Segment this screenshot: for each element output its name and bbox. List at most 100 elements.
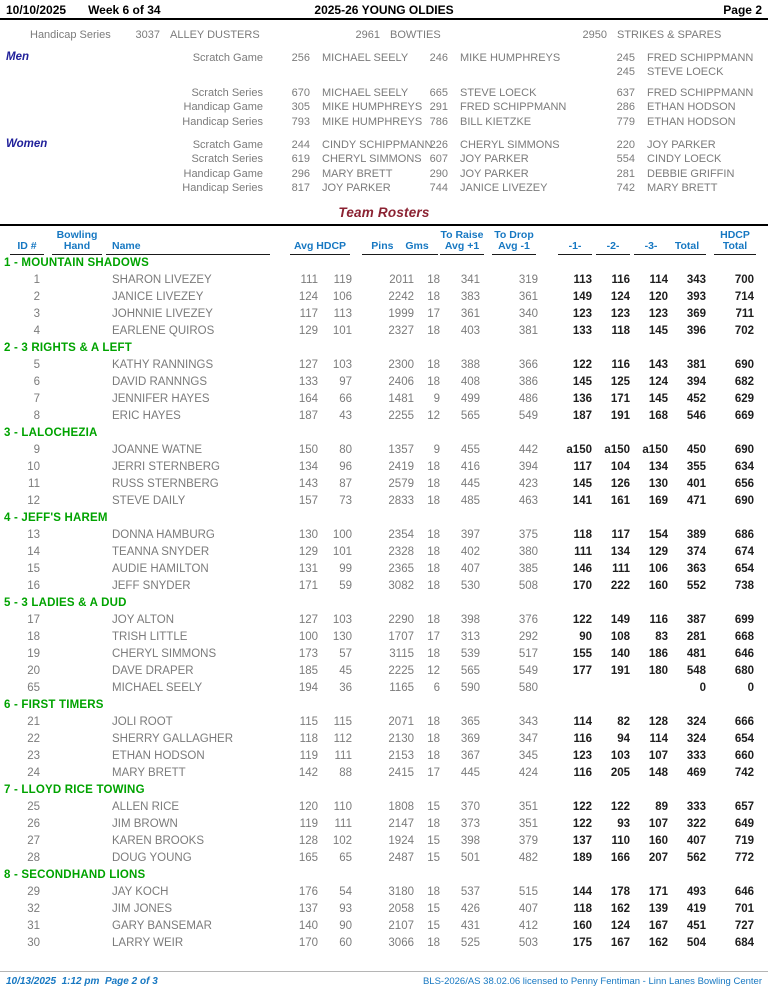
- player-game3: 114: [649, 732, 668, 745]
- player-pins: 2487: [388, 851, 414, 864]
- player-to-raise: 408: [460, 375, 480, 388]
- player-series-total: 393: [686, 290, 706, 303]
- player-games: 18: [427, 460, 440, 473]
- player-to-drop: 423: [518, 477, 538, 490]
- best-rows: Scratch Game 244 CINDY SCHIPPMANN 226 CH…: [0, 138, 768, 196]
- player-hdcp-total: 690: [734, 443, 754, 456]
- player-id: 16: [27, 579, 40, 592]
- player-name: GARY BANSEMAR: [112, 919, 212, 932]
- player-hdcp: 36: [339, 681, 352, 694]
- player-avg: 127: [298, 358, 318, 371]
- player-avg: 194: [298, 681, 318, 694]
- player-game1: 189: [572, 851, 592, 864]
- player-game2: 205: [610, 766, 630, 779]
- player-bowling-hand: [48, 527, 106, 544]
- player-id: 27: [27, 834, 40, 847]
- player-game3: 162: [648, 936, 668, 949]
- week-label: Week 6 of 34: [88, 3, 161, 17]
- player-to-drop: 340: [518, 307, 538, 320]
- player-row: 65 MICHAEL SEELY 194 36 1165 6 590 580 0…: [0, 680, 768, 697]
- best-bowler: JOY PARKER: [460, 167, 529, 180]
- player-to-raise: 530: [460, 579, 480, 592]
- player-id: 9: [33, 443, 40, 456]
- player-avg: 133: [298, 375, 318, 388]
- player-series-total: 493: [686, 885, 706, 898]
- player-avg: 187: [298, 409, 318, 422]
- player-game2: 134: [610, 545, 630, 558]
- player-pins: 1808: [388, 800, 414, 813]
- player-hdcp-total: 738: [734, 579, 754, 592]
- player-name: RUSS STERNBERG: [112, 477, 219, 490]
- player-games: 18: [427, 936, 440, 949]
- player-to-raise: 445: [460, 766, 480, 779]
- team-player-rows: 25 ALLEN RICE 120 110 1808 15 370 351 12…: [0, 799, 768, 867]
- player-avg: 142: [298, 766, 318, 779]
- player-games: 18: [427, 579, 440, 592]
- best-team: STRIKES & SPARES: [617, 29, 722, 41]
- player-series-total: 401: [686, 477, 706, 490]
- player-pins: 2071: [388, 715, 414, 728]
- player-avg: 119: [299, 749, 318, 762]
- player-game1: 90: [579, 630, 592, 643]
- player-hdcp: 99: [339, 562, 352, 575]
- player-id: 32: [27, 902, 40, 915]
- best-bowler: ETHAN HODSON: [647, 101, 736, 114]
- player-avg: 124: [298, 290, 318, 303]
- team-player-rows: 21 JOLI ROOT 115 115 2071 18 365 343 114…: [0, 714, 768, 782]
- player-name: LARRY WEIR: [112, 936, 184, 949]
- player-pins: 2579: [388, 477, 414, 490]
- player-name: DAVID RANNNGS: [112, 375, 207, 388]
- best-bowler: BILL KIETZKE: [460, 115, 532, 128]
- player-series-total: 548: [686, 664, 706, 677]
- player-to-raise: 565: [460, 664, 480, 677]
- column-header-game3: -3-: [630, 240, 668, 255]
- player-to-drop: 442: [518, 443, 538, 456]
- player-game2: 167: [610, 936, 630, 949]
- player-games: 9: [433, 443, 440, 456]
- player-id: 31: [27, 919, 40, 932]
- best-row: Scratch Game 256 MICHAEL SEELY 246 MIKE …: [0, 51, 768, 65]
- player-to-raise: 525: [460, 936, 480, 949]
- player-hdcp-total: 654: [734, 562, 754, 575]
- player-bowling-hand: [48, 884, 106, 901]
- player-game3: 129: [648, 545, 668, 558]
- best-score: 793: [291, 115, 310, 128]
- player-name: JIM JONES: [112, 902, 173, 915]
- player-hdcp-total: 680: [734, 664, 754, 677]
- player-hdcp: 88: [339, 766, 352, 779]
- player-id: 28: [27, 851, 40, 864]
- player-bowling-hand: [48, 561, 106, 578]
- player-to-raise: 590: [460, 681, 480, 694]
- best-bowler: CHERYL SIMMONS: [322, 153, 422, 166]
- player-hdcp-total: 702: [734, 324, 754, 337]
- best-category: Handicap Series: [182, 115, 263, 128]
- best-score: 619: [291, 153, 310, 166]
- player-game3: 124: [648, 375, 668, 388]
- player-game1: 123: [572, 307, 592, 320]
- player-id: 12: [27, 494, 40, 507]
- player-game2: 222: [610, 579, 630, 592]
- player-name: JOHNNIE LIVEZEY: [112, 307, 213, 320]
- best-group: Women Scratch Game 244 CINDY SCHIPPMANN …: [0, 138, 768, 196]
- player-games: 18: [427, 494, 440, 507]
- group-label: Women: [6, 137, 48, 150]
- player-name: KATHY RANNINGS: [112, 358, 214, 371]
- player-pins: 3180: [388, 885, 414, 898]
- player-row: 2 JANICE LIVEZEY 124 106 2242 18 383 361…: [0, 289, 768, 306]
- player-hdcp-total: 682: [734, 375, 754, 388]
- player-series-total: 281: [686, 630, 706, 643]
- player-to-drop: 482: [518, 851, 538, 864]
- player-hdcp-total: 646: [734, 647, 754, 660]
- best-score: 245: [616, 52, 635, 64]
- roster-teams: 1 - MOUNTAIN SHADOWS 1 SHARON LIVEZEY 11…: [0, 255, 768, 952]
- player-id: 15: [27, 562, 40, 575]
- column-header-to-drop: To Drop Avg -1: [486, 229, 540, 255]
- player-avg: 131: [298, 562, 318, 575]
- best-score: 554: [616, 153, 635, 166]
- player-avg: 143: [298, 477, 318, 490]
- player-hdcp: 96: [339, 460, 352, 473]
- player-to-drop: 508: [518, 579, 538, 592]
- player-avg: 115: [299, 715, 318, 728]
- player-bowling-hand: [48, 833, 106, 850]
- player-id: 7: [33, 392, 40, 405]
